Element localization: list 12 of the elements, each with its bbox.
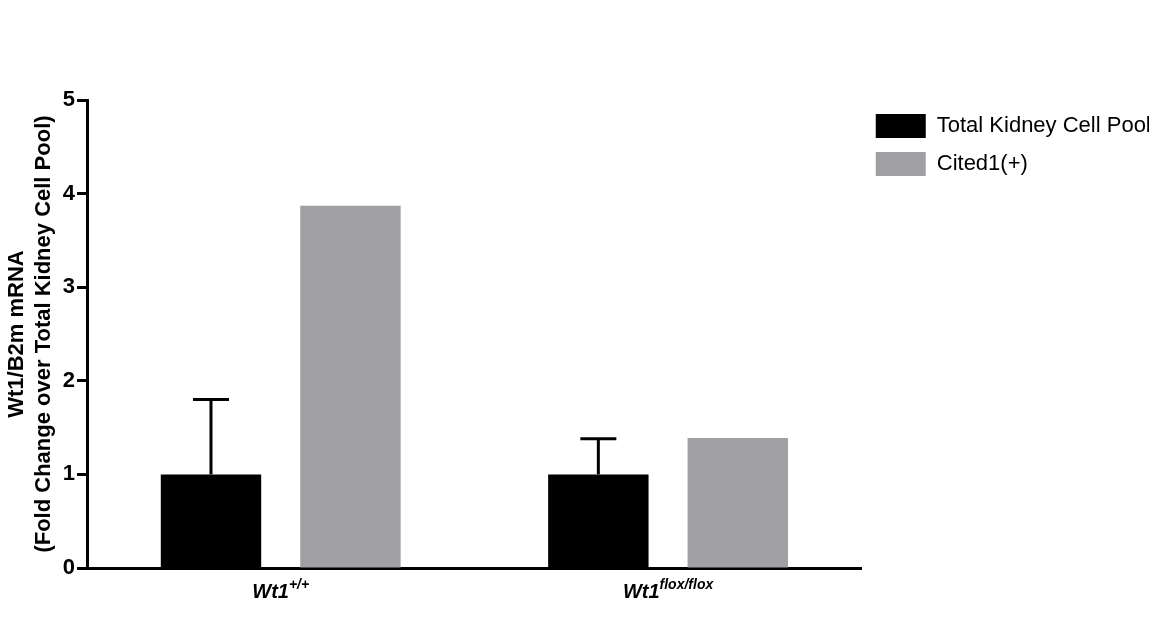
y-tick-label: 5 bbox=[62, 86, 76, 112]
bar bbox=[687, 437, 788, 568]
x-tick-label: Wt1+/+ bbox=[252, 576, 310, 602]
y-tick-label: 3 bbox=[62, 273, 76, 299]
y-tick-label: 0 bbox=[62, 554, 76, 580]
y-axis-title: Wt1/B2m mRNA (Fold Change over Total Kidney Cell Pool) bbox=[3, 115, 55, 553]
legend-label: Cited1(+) bbox=[936, 150, 1028, 176]
bar bbox=[300, 205, 401, 568]
y-tick-label: 1 bbox=[62, 460, 76, 486]
y-tick-label: 2 bbox=[62, 366, 76, 392]
y-tick-label: 4 bbox=[62, 179, 76, 205]
legend-label: Total Kidney Cell Pool bbox=[936, 112, 1151, 138]
